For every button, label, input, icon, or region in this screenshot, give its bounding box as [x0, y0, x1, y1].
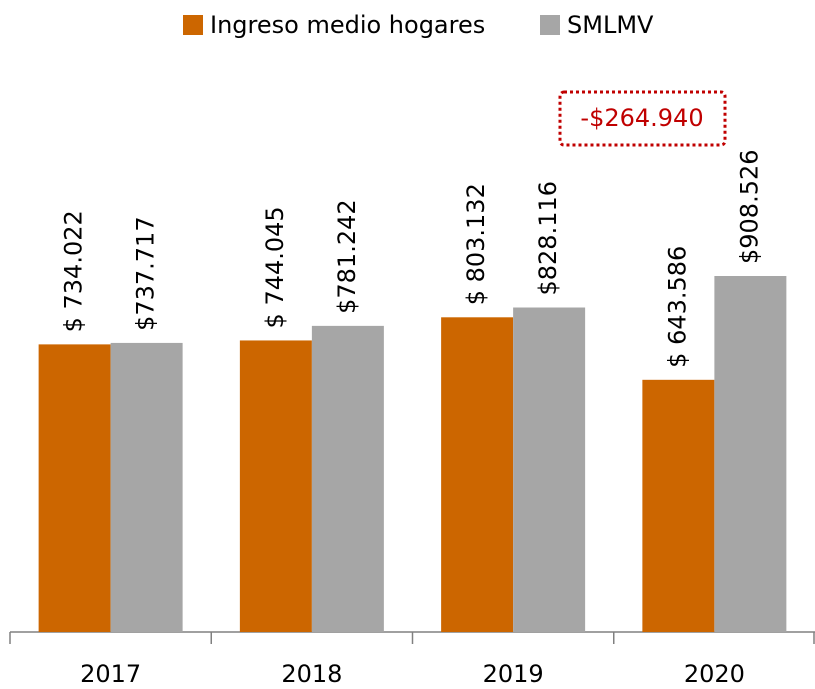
annotation: -$264.940: [580, 104, 703, 132]
x-tick-label: 2019: [483, 660, 544, 688]
legend-label: Ingreso medio hogares: [210, 11, 485, 39]
annotation-box: [558, 90, 727, 147]
value-label: $ 803.132: [462, 183, 490, 305]
bar: [513, 307, 586, 632]
value-label: $781.242: [333, 199, 361, 314]
bar: [38, 344, 111, 632]
value-label: $908.526: [735, 149, 763, 264]
value-label: $ 734.022: [60, 210, 88, 332]
bar: [311, 325, 384, 632]
legend-swatch: [540, 15, 560, 35]
bar: [441, 317, 514, 632]
x-tick-label: 2020: [684, 660, 745, 688]
bar: [642, 379, 715, 632]
bar: [110, 342, 183, 632]
bar: [239, 340, 312, 632]
legend-swatch: [183, 15, 203, 35]
x-tick-label: 2018: [281, 660, 342, 688]
value-label: $ 643.586: [663, 246, 691, 368]
value-label: $828.116: [534, 181, 562, 296]
bar: [714, 276, 787, 632]
value-label: $ 744.045: [261, 206, 289, 328]
value-label: $737.717: [132, 216, 160, 331]
x-tick-label: 2017: [80, 660, 141, 688]
legend-label: SMLMV: [567, 11, 654, 39]
